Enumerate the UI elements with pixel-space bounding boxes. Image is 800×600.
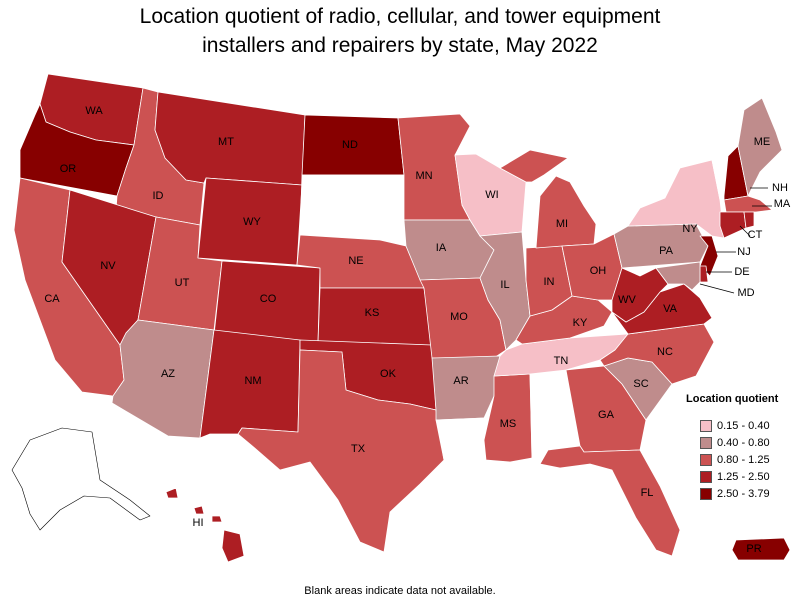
state-label-wv: WV: [618, 294, 636, 306]
state-label-fl: FL: [641, 487, 654, 499]
state-label-ny: NY: [682, 223, 698, 235]
state-label-ms: MS: [500, 418, 517, 430]
state-label-sc: SC: [633, 378, 648, 390]
legend-swatch: [700, 470, 712, 483]
state-label-de: DE: [734, 266, 749, 278]
state-label-in: IN: [544, 276, 555, 288]
legend-label: 0.40 - 0.80: [717, 436, 770, 449]
state-wv[interactable]: [611, 267, 669, 323]
state-label-ma: MA: [774, 198, 791, 210]
state-label-ks: KS: [365, 307, 380, 319]
state-label-ct: CT: [748, 229, 763, 241]
state-label-tx: TX: [351, 443, 366, 455]
state-label-me: ME: [754, 136, 771, 148]
label-leader-line: [699, 283, 735, 294]
state-tx[interactable]: [237, 349, 445, 553]
state-label-ar: AR: [453, 375, 468, 387]
state-label-hi: HI: [193, 517, 204, 529]
state-label-nj: NJ: [737, 246, 750, 258]
state-label-mo: MO: [450, 311, 468, 323]
state-label-ok: OK: [380, 368, 397, 380]
state-label-pr: PR: [746, 543, 761, 555]
state-fl[interactable]: [539, 445, 681, 557]
map-title: Location quotient of radio, cellular, an…: [0, 2, 800, 60]
state-label-il: IL: [500, 279, 509, 291]
label-leader-line: [739, 225, 751, 237]
state-pr[interactable]: [731, 537, 791, 561]
state-label-nd: ND: [342, 139, 358, 151]
state-label-ga: GA: [598, 409, 615, 421]
state-label-co: CO: [260, 293, 277, 305]
state-label-nv: NV: [100, 260, 116, 272]
state-label-wa: WA: [85, 105, 103, 117]
legend-label: 0.80 - 1.25: [717, 453, 770, 466]
map-title-line-1: Location quotient of radio, cellular, an…: [139, 5, 661, 28]
legend-label: 1.25 - 2.50: [717, 470, 770, 483]
state-label-va: VA: [663, 303, 678, 315]
legend-label: 2.50 - 3.79: [717, 487, 770, 500]
state-label-wy: WY: [243, 216, 261, 228]
legend-swatch: [700, 487, 712, 500]
state-md[interactable]: [655, 261, 701, 291]
state-label-md: MD: [737, 287, 754, 299]
state-label-nc: NC: [657, 346, 673, 358]
state-label-az: AZ: [161, 368, 175, 380]
state-label-ne: NE: [348, 255, 363, 267]
legend-item: 0.80 - 1.25: [686, 451, 800, 468]
state-ri[interactable]: [743, 211, 755, 229]
state-label-id: ID: [153, 190, 164, 202]
state-label-or: OR: [60, 163, 77, 175]
legend-item: 1.25 - 2.50: [686, 468, 800, 485]
state-label-ky: KY: [573, 317, 588, 329]
map-title-line-2: installers and repairers by state, May 2…: [202, 34, 598, 57]
footnote: Blank areas indicate data not available.: [304, 585, 496, 597]
state-label-mn: MN: [415, 170, 432, 182]
state-sd[interactable]: [299, 174, 407, 247]
state-label-oh: OH: [590, 265, 607, 277]
legend: Location quotient 0.15 - 0.40 0.40 - 0.8…: [686, 393, 800, 502]
state-label-pa: PA: [659, 245, 674, 257]
state-label-ia: IA: [436, 242, 447, 254]
state-ct[interactable]: [719, 211, 747, 239]
legend-item: 0.15 - 0.40: [686, 417, 800, 434]
legend-swatch: [700, 419, 712, 432]
state-label-nh: NH: [772, 182, 788, 194]
legend-item: 2.50 - 3.79: [686, 485, 800, 502]
state-ak[interactable]: [11, 427, 151, 531]
state-label-mt: MT: [218, 136, 234, 148]
legend-label: 0.15 - 0.40: [717, 419, 770, 432]
legend-title: Location quotient: [686, 393, 779, 405]
state-label-nm: NM: [244, 375, 261, 387]
legend-swatch: [700, 453, 712, 466]
state-label-mi: MI: [556, 218, 568, 230]
legend-swatch: [700, 436, 712, 449]
state-label-ut: UT: [175, 277, 190, 289]
state-label-wi: WI: [485, 189, 498, 201]
legend-item: 0.40 - 0.80: [686, 434, 800, 451]
state-ma[interactable]: [723, 195, 773, 213]
state-label-ca: CA: [44, 293, 60, 305]
state-ar[interactable]: [431, 355, 501, 421]
state-me[interactable]: [737, 97, 783, 197]
state-hi[interactable]: [165, 487, 245, 563]
state-nc[interactable]: [599, 323, 715, 385]
state-la[interactable]: [435, 417, 515, 485]
state-label-tn: TN: [554, 355, 569, 367]
